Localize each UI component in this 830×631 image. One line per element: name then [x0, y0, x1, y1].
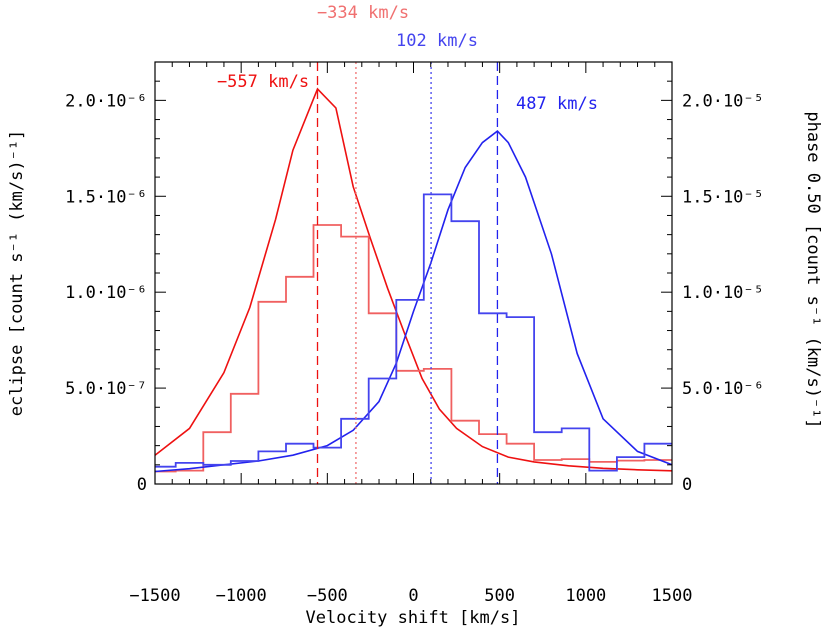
y-tick-label-left: 1.0·10⁻⁶ — [65, 283, 147, 303]
marker-label-1: −334 km/s — [317, 3, 409, 23]
y-tick-label-left: 0 — [137, 475, 147, 495]
x-tick-label: −1000 — [216, 586, 267, 606]
x-tick-label: −1500 — [129, 586, 180, 606]
y-tick-label-left: 2.0·10⁻⁶ — [65, 91, 147, 111]
marker-label-2: 102 km/s — [396, 31, 478, 51]
right-axis-label: phase 0.50 [count s⁻¹ (km/s)⁻¹] — [803, 111, 823, 428]
velocity-markers: −557 km/s −334 km/s 102 km/s 487 km/s — [217, 3, 598, 484]
y-tick-label-right: 0 — [682, 475, 692, 495]
x-tick-label: 0 — [408, 586, 418, 606]
y-tick-label-right: 1.5·10⁻⁵ — [682, 187, 764, 207]
marker-label-0: −557 km/s — [217, 72, 309, 92]
y-tick-label-right: 1.0·10⁻⁵ — [682, 283, 764, 303]
axes: −1500 −1000 −500 0 500 1000 1500 0 5.0·10⁻⁷ 1.0·1… — [65, 61, 764, 606]
x-tick-label: 500 — [484, 586, 515, 606]
left-axis-label: eclipse [count s⁻¹ (km/s)⁻¹] — [7, 130, 27, 417]
y-tick-label-right: 2.0·10⁻⁵ — [682, 91, 764, 111]
plot-frame — [154, 61, 673, 485]
y-tick-label-right: 5.0·10⁻⁶ — [682, 379, 764, 399]
series-eclipse-histogram — [155, 224, 672, 473]
x-axis-label: Velocity shift [km/s] — [306, 608, 521, 628]
series-phase-histogram — [155, 193, 672, 472]
marker-label-3: 487 km/s — [516, 94, 598, 114]
x-tick-label: 1000 — [565, 586, 606, 606]
series-phase-model — [154, 130, 673, 473]
x-tick-label: 1500 — [652, 586, 693, 606]
y-tick-label-left: 5.0·10⁻⁷ — [65, 379, 147, 399]
series-eclipse-model — [154, 87, 673, 472]
y-tick-label-left: 1.5·10⁻⁶ — [65, 187, 147, 207]
x-tick-label: −500 — [307, 586, 348, 606]
plot-lines — [154, 87, 673, 473]
